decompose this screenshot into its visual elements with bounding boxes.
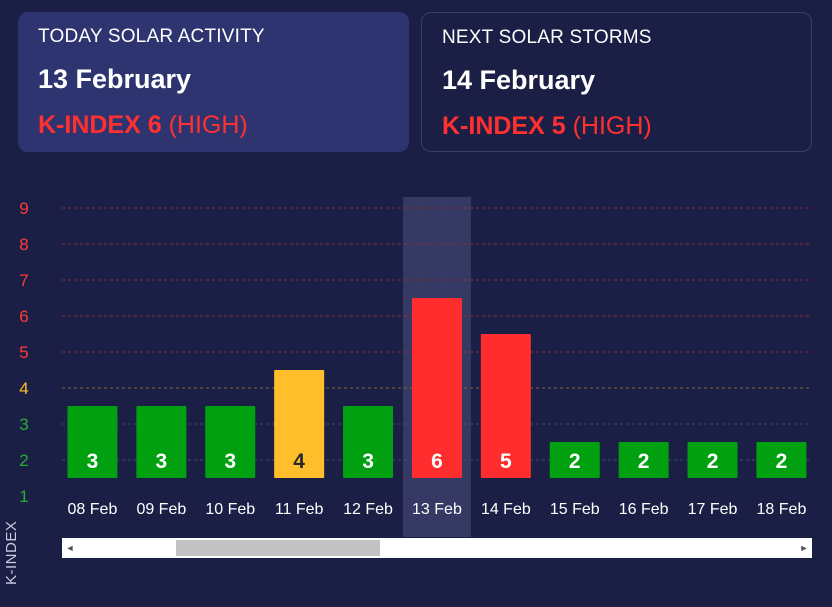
- today-card-date: 13 February: [38, 64, 192, 94]
- y-tick-label: 8: [19, 235, 28, 254]
- bar: [687, 442, 738, 478]
- bar-value-label: 2: [776, 450, 788, 473]
- bar: [67, 406, 118, 478]
- scroll-right-arrow-icon[interactable]: ►: [799, 543, 809, 553]
- today-k-index-value: K-INDEX 6: [38, 111, 162, 139]
- x-tick-label: 18 Feb: [757, 501, 807, 518]
- today-activity-card: TODAY SOLAR ACTIVITY 13 February K-INDEX…: [18, 12, 409, 152]
- bar-value-label: 3: [87, 450, 99, 473]
- next-k-index-level: (HIGH): [572, 112, 652, 140]
- today-k-index-level: (HIGH): [168, 111, 248, 139]
- bar: [274, 370, 325, 478]
- bar: [549, 442, 600, 478]
- bar: [136, 406, 187, 478]
- scrollbar-thumb[interactable]: [176, 540, 380, 556]
- next-k-index: K-INDEX 5 (HIGH): [442, 112, 791, 141]
- x-tick-label: 15 Feb: [550, 501, 600, 518]
- y-tick-label: 5: [19, 343, 28, 362]
- x-tick-label: 14 Feb: [481, 501, 531, 518]
- chart-scrollbar[interactable]: ◄ ►: [62, 538, 812, 558]
- bar-value-label: 4: [293, 450, 305, 473]
- y-tick-label: 7: [19, 271, 28, 290]
- bar-value-label: 5: [500, 450, 512, 473]
- today-card-heading: TODAY SOLAR ACTIVITY: [38, 26, 265, 47]
- y-axis-label: K-INDEX: [3, 520, 20, 585]
- y-tick-label: 2: [19, 451, 28, 470]
- y-tick-label: 4: [19, 379, 28, 398]
- x-tick-label: 11 Feb: [275, 501, 324, 518]
- next-k-index-value: K-INDEX 5: [442, 112, 566, 140]
- next-storms-card: NEXT SOLAR STORMS 14 February K-INDEX 5 …: [421, 12, 812, 152]
- k-index-chart-svg: 1 2 3 4 5 6 7 8 9 3 08 Feb 3 09 Feb 3 10 Feb 4 11 Feb 3 12…: [19, 197, 812, 537]
- x-tick-label: 08 Feb: [68, 501, 118, 518]
- x-tick-label: 12 Feb: [343, 501, 393, 518]
- bar-value-label: 2: [569, 450, 581, 473]
- bar-value-label: 3: [224, 450, 236, 473]
- today-k-index: K-INDEX 6 (HIGH): [38, 111, 389, 140]
- bar-value-label: 3: [362, 450, 374, 473]
- bar: [343, 406, 394, 478]
- y-tick-label: 3: [19, 415, 28, 434]
- bar-value-label: 3: [156, 450, 168, 473]
- y-tick-label: 6: [19, 307, 28, 326]
- bar-value-label: 2: [707, 450, 719, 473]
- k-index-chart: 1 2 3 4 5 6 7 8 9 3 08 Feb 3 09 Feb 3 10 Feb 4 11 Feb 3 12…: [0, 180, 832, 607]
- bar: [205, 406, 256, 478]
- y-tick-label: 9: [19, 199, 28, 218]
- bar: [411, 298, 462, 478]
- next-card-heading: NEXT SOLAR STORMS: [442, 27, 652, 48]
- x-tick-label: 16 Feb: [619, 501, 669, 518]
- bar: [618, 442, 669, 478]
- y-tick-label: 1: [19, 487, 28, 506]
- bar: [480, 334, 531, 478]
- bar-value-label: 2: [638, 450, 650, 473]
- x-tick-label: 17 Feb: [688, 501, 738, 518]
- x-tick-label: 09 Feb: [136, 501, 186, 518]
- x-tick-label: 13 Feb: [412, 501, 462, 518]
- next-card-date: 14 February: [442, 65, 596, 95]
- bar: [756, 442, 807, 478]
- scroll-left-arrow-icon[interactable]: ◄: [65, 543, 75, 553]
- x-tick-label: 10 Feb: [205, 501, 255, 518]
- bar-value-label: 6: [431, 450, 443, 473]
